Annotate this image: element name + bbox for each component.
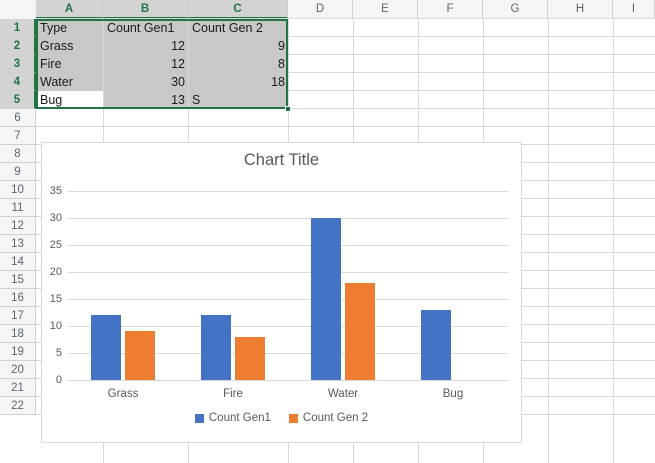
- chart-gridline: [68, 191, 508, 192]
- chart-gridline: [68, 380, 508, 381]
- bar-fire-1[interactable]: [201, 315, 231, 380]
- cell-C1[interactable]: Count Gen 2: [189, 19, 288, 37]
- gridline-vertical: [548, 19, 549, 463]
- row-header-15[interactable]: 15: [0, 271, 36, 289]
- legend-label: Count Gen1: [208, 412, 271, 424]
- cell-A2[interactable]: Grass: [37, 37, 103, 55]
- cell-B5[interactable]: 13: [104, 91, 188, 109]
- legend-item-2[interactable]: Count Gen 2: [288, 412, 369, 424]
- gridline-vertical: [613, 19, 614, 463]
- bar-fire-2[interactable]: [235, 336, 265, 380]
- cell-B1[interactable]: Count Gen1: [104, 19, 188, 37]
- chart-gridline: [68, 218, 508, 219]
- row-header-20[interactable]: 20: [0, 361, 36, 379]
- x-axis-label-bug: Bug: [442, 388, 464, 400]
- column-header-f[interactable]: F: [418, 0, 483, 19]
- legend-label: Count Gen 2: [302, 412, 369, 424]
- y-axis-tick-label: 35: [49, 185, 62, 197]
- cell-A4[interactable]: Water: [37, 73, 103, 91]
- row-header-2[interactable]: 2: [0, 37, 36, 55]
- cell-A1[interactable]: Type: [37, 19, 103, 37]
- cell-B2[interactable]: 12: [104, 37, 188, 55]
- cell-B4[interactable]: 30: [104, 73, 188, 91]
- column-header-a[interactable]: A: [36, 0, 103, 19]
- y-axis-tick-label: 10: [49, 320, 62, 332]
- x-axis-label-water: Water: [327, 388, 359, 400]
- row-header-6[interactable]: 6: [0, 109, 36, 127]
- legend-swatch-icon: [288, 413, 298, 423]
- row-header-21[interactable]: 21: [0, 379, 36, 397]
- legend-swatch-icon: [194, 413, 204, 423]
- y-axis-tick-label: 20: [49, 266, 62, 278]
- column-header-d[interactable]: D: [288, 0, 353, 19]
- column-header-g[interactable]: G: [483, 0, 548, 19]
- x-axis-label-fire: Fire: [223, 388, 243, 400]
- cell-A3[interactable]: Fire: [37, 55, 103, 73]
- row-header-10[interactable]: 10: [0, 181, 36, 199]
- bar-water-2[interactable]: [345, 282, 375, 380]
- row-header-9[interactable]: 9: [0, 163, 36, 181]
- row-header-14[interactable]: 14: [0, 253, 36, 271]
- row-header-17[interactable]: 17: [0, 307, 36, 325]
- gridline-horizontal: [36, 90, 655, 91]
- cell-C2[interactable]: 9: [189, 37, 288, 55]
- chart-title: Chart Title: [243, 151, 320, 169]
- gridline-horizontal: [36, 36, 655, 37]
- column-header-h[interactable]: H: [548, 0, 613, 19]
- cell-B3[interactable]: 12: [104, 55, 188, 73]
- bar-grass-1[interactable]: [91, 315, 121, 380]
- column-header-b[interactable]: B: [103, 0, 188, 19]
- y-axis-tick-label: 5: [55, 347, 62, 359]
- fill-handle[interactable]: [285, 106, 291, 112]
- row-header-3[interactable]: 3: [0, 55, 36, 73]
- chart-gridline: [68, 299, 508, 300]
- row-header-16[interactable]: 16: [0, 289, 36, 307]
- y-axis-tick-label: 15: [49, 293, 62, 305]
- y-axis-tick-label: 30: [49, 212, 62, 224]
- chart-gridline: [68, 353, 508, 354]
- bar-water-1[interactable]: [311, 218, 341, 380]
- chart-gridline: [68, 272, 508, 273]
- gridline-horizontal: [36, 18, 655, 19]
- row-header-1[interactable]: 1: [0, 19, 36, 37]
- chart-legend[interactable]: Count Gen1 Count Gen 2: [42, 412, 521, 424]
- column-header-i[interactable]: I: [613, 0, 655, 19]
- embedded-bar-chart[interactable]: Chart Title 0 5 10 15 20 25 30 35 Grass Fire Water…: [41, 142, 522, 443]
- row-header-5[interactable]: 5: [0, 91, 36, 109]
- column-header-c[interactable]: C: [188, 0, 288, 19]
- gridline-horizontal: [36, 108, 655, 109]
- row-header-11[interactable]: 11: [0, 199, 36, 217]
- chart-gridline: [68, 245, 508, 246]
- column-header-e[interactable]: E: [353, 0, 418, 19]
- gridline-horizontal: [36, 126, 655, 127]
- row-header-8[interactable]: 8: [0, 145, 36, 163]
- cell-C3[interactable]: 8: [189, 55, 288, 73]
- y-axis-tick-label: 0: [55, 374, 62, 386]
- cell-C5[interactable]: S: [189, 91, 288, 109]
- row-header-7[interactable]: 7: [0, 127, 36, 145]
- row-header-19[interactable]: 19: [0, 343, 36, 361]
- bar-bug-1[interactable]: [421, 309, 451, 380]
- row-header-18[interactable]: 18: [0, 325, 36, 343]
- cell-A5[interactable]: Bug: [37, 91, 103, 109]
- gridline-horizontal: [36, 54, 655, 55]
- gridline-horizontal: [36, 72, 655, 73]
- chart-plot-area: 0 5 10 15 20 25 30 35 Grass Fire Water Bug: [50, 186, 508, 400]
- x-axis-label-grass: Grass: [107, 388, 139, 400]
- bar-grass-2[interactable]: [125, 331, 155, 380]
- legend-item-1[interactable]: Count Gen1: [194, 412, 271, 424]
- row-header-13[interactable]: 13: [0, 235, 36, 253]
- row-header-12[interactable]: 12: [0, 217, 36, 235]
- cell-C4[interactable]: 18: [189, 73, 288, 91]
- row-header-22[interactable]: 22: [0, 397, 36, 415]
- y-axis-tick-label: 25: [49, 239, 62, 251]
- row-header-4[interactable]: 4: [0, 73, 36, 91]
- chart-gridline: [68, 326, 508, 327]
